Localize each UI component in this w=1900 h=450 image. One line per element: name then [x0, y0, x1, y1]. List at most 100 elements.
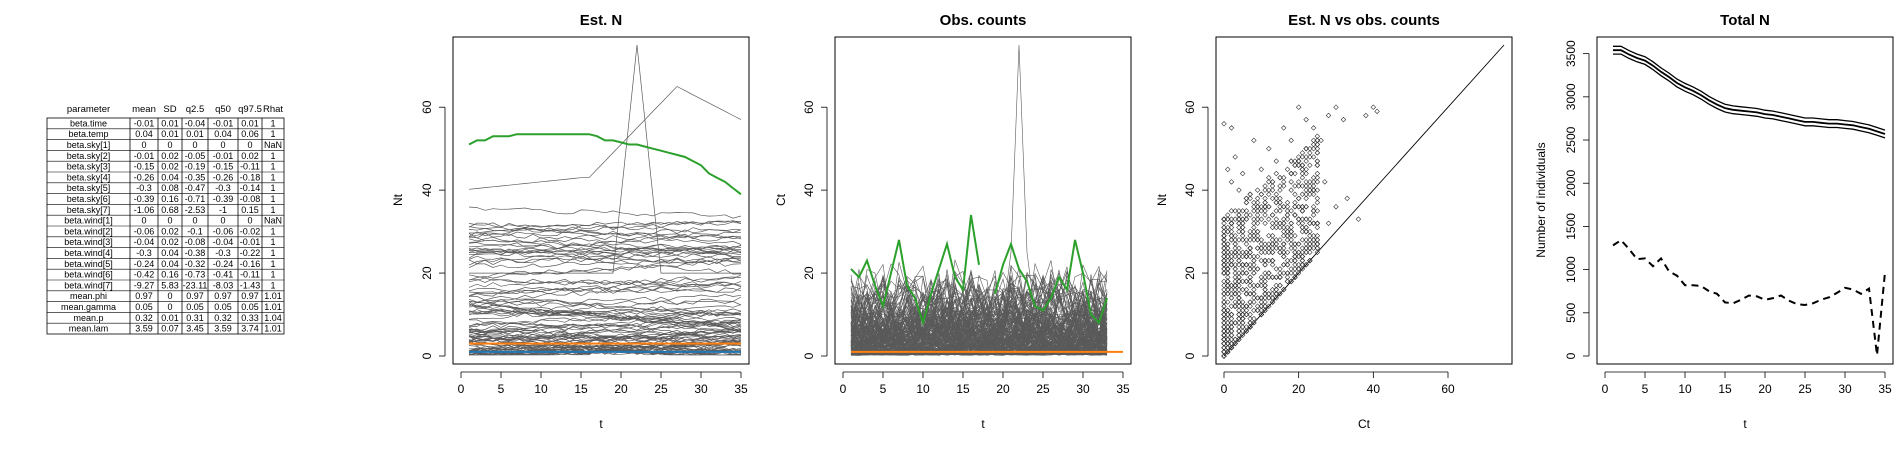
est-n-site-line [468, 278, 742, 288]
scatter-point [1292, 183, 1298, 189]
est-n-series-line [468, 133, 742, 196]
scatter-point [1247, 324, 1253, 330]
scatter-point [1284, 166, 1291, 173]
scatter-point [1266, 245, 1272, 251]
table-cell: -0.39 [134, 194, 155, 204]
scatter-panel: Est. N vs obs. counts Ct Nt 0 20 40 60 0 20 40… [1155, 12, 1513, 431]
scatter-point [1262, 299, 1268, 305]
scatter-point [1284, 228, 1291, 235]
scatter-point [1295, 216, 1302, 222]
scatter-point [1307, 237, 1313, 243]
scatter-point [1251, 266, 1257, 272]
est-n-xlabel: t [599, 417, 603, 431]
scatter-point [1236, 307, 1242, 314]
total-n-x-tick-label: 30 [1838, 382, 1852, 396]
est-n-site-line [468, 308, 742, 317]
scatter-point [1310, 154, 1317, 160]
scatter-point [1258, 307, 1265, 314]
est-n-site-line [468, 296, 742, 316]
est-n-site-line [468, 326, 742, 344]
scatter-point [1232, 262, 1238, 268]
scatter-point [1303, 116, 1309, 123]
est-n-site-line [468, 303, 742, 327]
table-cell: -0.15 [213, 162, 234, 172]
scatter-point [1258, 191, 1265, 198]
scatter-point [1273, 158, 1279, 164]
obs-counts-x-tick-label: 5 [880, 382, 887, 396]
scatter-point [1228, 340, 1235, 347]
scatter-point [1307, 191, 1313, 198]
table-cell: 1 [270, 183, 275, 193]
scatter-point [1273, 199, 1279, 206]
scatter-point [1310, 237, 1317, 243]
scatter-point [1247, 315, 1253, 322]
scatter-point [1288, 137, 1294, 144]
scatter-point [1262, 274, 1268, 280]
table-cell: -0.3 [136, 248, 152, 258]
scatter-point [1262, 220, 1268, 227]
scatter-point [1288, 245, 1294, 251]
table-cell: -0.06 [134, 226, 155, 236]
scatter-point [1310, 241, 1317, 247]
scatter-point [1254, 220, 1261, 227]
scatter-point [1247, 311, 1253, 318]
table-cell: 0 [141, 216, 146, 226]
scatter-point [1243, 208, 1250, 214]
scatter-point [1281, 262, 1287, 268]
scatter-point [1243, 324, 1250, 330]
scatter-point [1232, 340, 1238, 347]
scatter-point [1239, 170, 1246, 177]
obs-counts-x-tick-label: 20 [996, 382, 1010, 396]
scatter-ylabel: Nt [1155, 193, 1169, 206]
est-n-site-line [468, 319, 742, 334]
scatter-point [1225, 320, 1231, 326]
table-cell: -0.01 [213, 151, 234, 161]
scatter-point [1277, 195, 1283, 202]
scatter-point [1225, 328, 1231, 334]
scatter-point [1307, 162, 1313, 168]
scatter-point [1225, 349, 1231, 355]
scatter-point [1228, 315, 1235, 322]
table-cell: mean.lam [69, 324, 109, 334]
scatter-point [1258, 295, 1265, 301]
scatter-point [1254, 237, 1261, 243]
est-n-site-line [468, 274, 742, 296]
scatter-point [1236, 336, 1242, 343]
scatter-point [1299, 245, 1306, 251]
scatter-point [1269, 220, 1276, 227]
scatter-point [1247, 233, 1253, 239]
scatter-point [1221, 257, 1227, 264]
scatter-x-tick-label: 20 [1292, 382, 1306, 396]
est-n-x-tick-label: 10 [534, 382, 548, 396]
scatter-point [1232, 266, 1238, 272]
table-cell: beta.wind[3] [64, 237, 113, 247]
scatter-point [1288, 158, 1294, 164]
scatter-point [1292, 203, 1298, 210]
scatter-point [1277, 282, 1283, 289]
scatter-point [1251, 257, 1257, 264]
scatter-point [1288, 170, 1294, 177]
scatter-point [1344, 195, 1350, 202]
est-n-y-axis: 0 20 40 60 [420, 100, 446, 359]
table-cell: -0.01 [134, 151, 155, 161]
scatter-point [1299, 154, 1306, 160]
scatter-point [1310, 208, 1317, 214]
scatter-point [1281, 125, 1287, 131]
scatter-point [1232, 154, 1238, 160]
scatter-point [1243, 270, 1250, 276]
scatter-point [1251, 253, 1257, 260]
scatter-point [1221, 220, 1227, 227]
scatter-point [1247, 245, 1253, 251]
scatter-point [1266, 303, 1272, 309]
scatter-point [1243, 253, 1250, 260]
scatter-point [1254, 282, 1261, 289]
scatter-point [1284, 257, 1291, 264]
scatter-point [1314, 224, 1321, 231]
scatter-point [1254, 303, 1261, 309]
scatter-point [1251, 224, 1257, 231]
scatter-point [1258, 237, 1265, 243]
table-cell: beta.wind[2] [64, 226, 113, 236]
scatter-point [1221, 216, 1227, 222]
est-n-site-line [468, 236, 742, 245]
total-n-y-tick-label: 2500 [1564, 126, 1578, 153]
